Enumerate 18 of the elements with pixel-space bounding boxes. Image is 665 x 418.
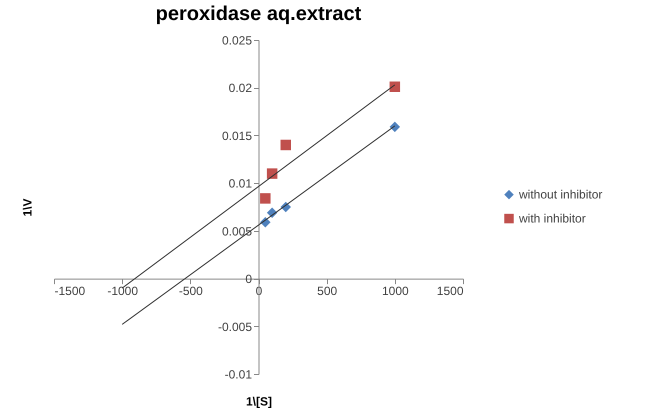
x-tick-label: -1500	[54, 284, 86, 298]
x-tick-label: -500	[178, 284, 204, 298]
y-tick-label: 0.005	[222, 224, 252, 238]
y-tick-label: 0.02	[228, 81, 252, 96]
legend-label: with inhibitor	[518, 212, 586, 226]
y-tick-label: -0.01	[224, 368, 252, 382]
chart-title: peroxidase aq.extract	[156, 3, 362, 25]
x-tick-label: 500	[317, 284, 338, 298]
x-tick-label: -1000	[107, 284, 138, 298]
legend-label: without inhibitor	[518, 188, 602, 202]
y-tick-label: 0.01	[228, 176, 252, 191]
y-axis-title: 1\V	[20, 198, 34, 217]
x-tick-label: 1000	[382, 284, 410, 298]
y-tick-label: 0.025	[222, 34, 252, 48]
y-tick-label: 0.015	[222, 128, 252, 143]
x-tick-label: 1500	[436, 284, 464, 298]
y-tick-label: -0.005	[218, 320, 252, 334]
x-axis-title: 1\[S]	[246, 394, 272, 408]
